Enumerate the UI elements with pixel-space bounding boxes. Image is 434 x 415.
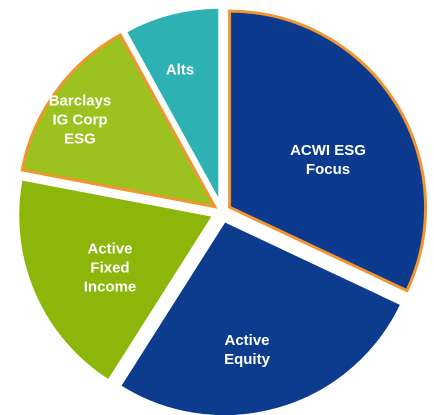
slice-label: Active Fixed Income <box>83 240 137 296</box>
pie-slice <box>16 177 217 384</box>
pie-slice <box>228 9 428 293</box>
pie-slice <box>117 218 404 415</box>
slice-label: ACWI ESG Focus <box>290 142 366 178</box>
slice-label: Active Equity <box>224 332 270 368</box>
slice-label: Barclays IG Corp ESG <box>48 92 112 148</box>
slice-label: Alts <box>165 61 195 79</box>
pie-slice <box>20 32 218 209</box>
pie-slice <box>123 5 222 205</box>
